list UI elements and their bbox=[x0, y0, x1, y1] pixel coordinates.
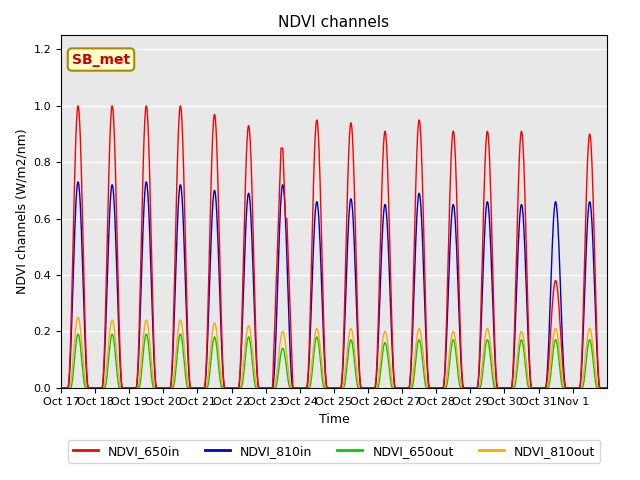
Title: NDVI channels: NDVI channels bbox=[278, 15, 390, 30]
Y-axis label: NDVI channels (W/m2/nm): NDVI channels (W/m2/nm) bbox=[15, 129, 28, 294]
Legend: NDVI_650in, NDVI_810in, NDVI_650out, NDVI_810out: NDVI_650in, NDVI_810in, NDVI_650out, NDV… bbox=[68, 440, 600, 463]
X-axis label: Time: Time bbox=[319, 413, 349, 426]
Text: SB_met: SB_met bbox=[72, 52, 130, 67]
